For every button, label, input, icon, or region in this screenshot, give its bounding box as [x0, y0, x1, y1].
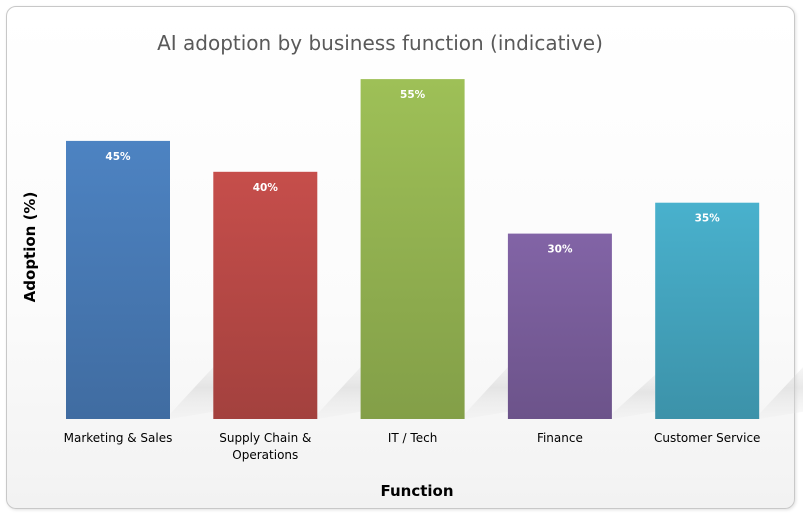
- bar-2: [213, 171, 318, 419]
- data-label: 30%: [547, 244, 573, 256]
- data-label: 40%: [253, 182, 279, 194]
- bar-4: [507, 233, 612, 419]
- bar-shadow: [759, 367, 803, 419]
- x-axis-title: Function: [380, 482, 453, 500]
- y-axis-title: Adoption (%): [21, 192, 39, 303]
- bar-5: [655, 202, 760, 419]
- category-labels-group: Marketing & Sales Supply Chain & Operation…: [64, 431, 761, 462]
- bar-3: [360, 79, 465, 419]
- category-label: Marketing & Sales: [64, 431, 173, 445]
- data-label: 35%: [695, 213, 721, 225]
- category-label: Customer Service: [654, 431, 760, 445]
- bars-group: [66, 79, 760, 419]
- category-label: IT / Tech: [388, 431, 437, 445]
- category-label: Finance: [537, 431, 583, 445]
- category-label: Supply Chain & Operations: [219, 431, 311, 462]
- bar-1: [66, 140, 170, 419]
- data-label: 45%: [105, 151, 131, 163]
- data-labels-group: 45% 40% 55% 30% 35%: [105, 89, 720, 256]
- chart-title: AI adoption by business function (indica…: [157, 31, 603, 55]
- data-label: 55%: [400, 89, 426, 101]
